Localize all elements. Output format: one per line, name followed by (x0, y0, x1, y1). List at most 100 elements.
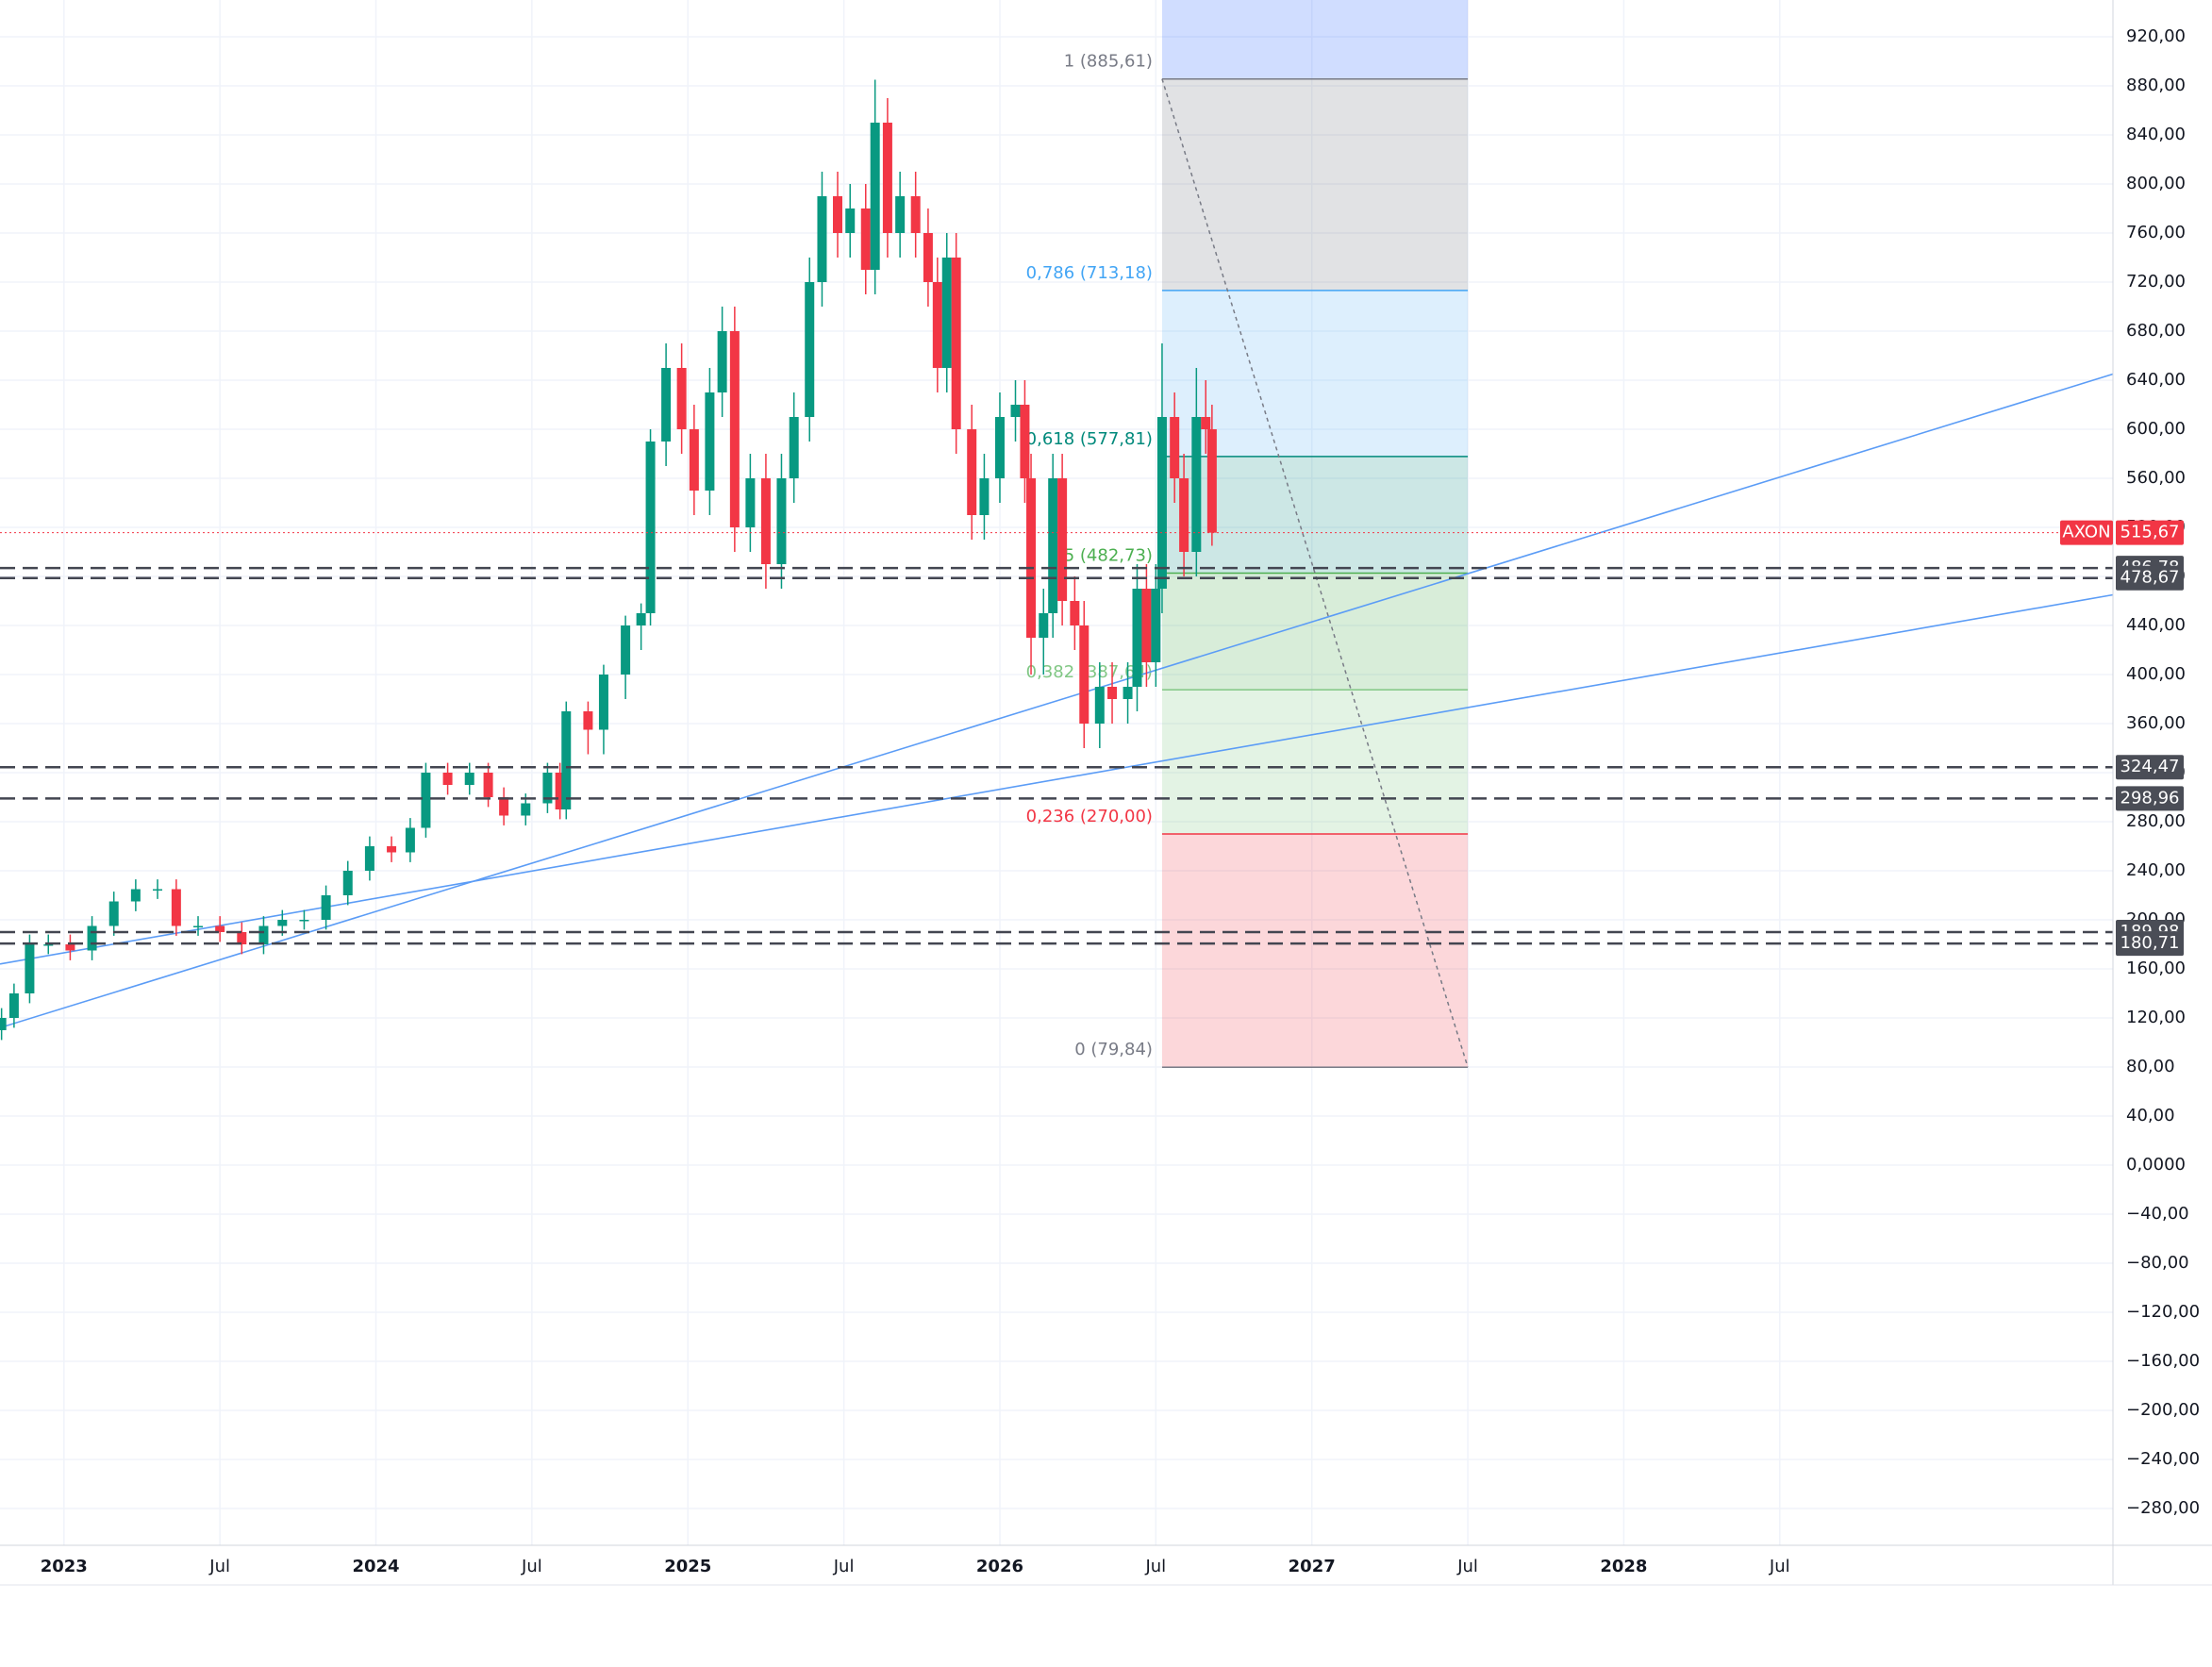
candle-body (621, 625, 631, 675)
fib-zone (1161, 0, 1469, 79)
price-label-box (2116, 755, 2184, 780)
candle-body (483, 773, 493, 797)
candle-body (499, 797, 509, 816)
candle-body (108, 901, 119, 926)
fib-label: 0,236 (270,00) (1026, 807, 1153, 826)
candle-body (464, 773, 474, 785)
candle-body (1107, 687, 1118, 699)
y-tick-label: 360,00 (2126, 713, 2186, 733)
y-tick-label: −200,00 (2126, 1400, 2200, 1420)
symbol-label: AXON (2062, 523, 2110, 542)
x-tick-label: Jul (208, 1557, 230, 1576)
candle-body (661, 368, 672, 442)
x-tick-label: 2023 (41, 1557, 88, 1576)
candle-body (387, 846, 397, 853)
candle-body (583, 711, 593, 730)
y-tick-label: 0,0000 (2126, 1155, 2186, 1175)
candle-body (967, 429, 977, 515)
y-tick-label: 840,00 (2126, 125, 2186, 144)
candle-body (87, 925, 97, 951)
candle-body (882, 123, 892, 233)
price-label: 180,71 (2121, 933, 2180, 953)
candle-body (923, 233, 933, 282)
candle-body (1191, 417, 1202, 552)
fib-label: 0,618 (577,81) (1026, 429, 1153, 449)
candle-body (636, 613, 646, 625)
y-tick-label: 800,00 (2126, 174, 2186, 193)
candle-body (521, 803, 531, 816)
candle-body (321, 895, 331, 920)
candle-body (215, 925, 225, 932)
y-tick-label: 80,00 (2126, 1057, 2175, 1076)
candle-body (1070, 601, 1080, 625)
candle-body (598, 675, 608, 730)
candle-body (1151, 589, 1161, 662)
trend-line (0, 373, 2114, 1029)
fib-zone (1161, 78, 1469, 291)
candle-body (542, 773, 553, 804)
x-tick-label: Jul (1144, 1557, 1166, 1576)
candle-body (1039, 613, 1049, 638)
y-tick-label: 880,00 (2126, 75, 2186, 95)
x-tick-label: 2025 (664, 1557, 711, 1576)
fib-label: 1 (885,61) (1064, 52, 1153, 72)
y-tick-label: −240,00 (2126, 1449, 2200, 1469)
candle-body (979, 478, 990, 515)
y-tick-label: −80,00 (2126, 1253, 2189, 1273)
fib-label: 0,786 (713,18) (1026, 263, 1153, 283)
candle-body (1123, 687, 1133, 699)
price-label: 298,96 (2121, 788, 2180, 808)
x-tick-label: Jul (1456, 1557, 1478, 1576)
candle-body (130, 889, 141, 902)
candle-body (237, 932, 247, 944)
fib-label: 0,382 (387,64) (1026, 662, 1153, 682)
y-tick-label: 640,00 (2126, 370, 2186, 390)
y-tick-label: 40,00 (2126, 1106, 2175, 1125)
y-tick-label: 600,00 (2126, 419, 2186, 439)
candle-body (941, 258, 952, 368)
price-label: 478,67 (2121, 568, 2180, 588)
candle-body (1094, 687, 1105, 724)
y-tick-label: 160,00 (2126, 959, 2186, 978)
candle-body (760, 478, 771, 564)
candle-body (951, 258, 961, 429)
candle-body (994, 417, 1005, 478)
fib-zone (1161, 290, 1469, 457)
candle-body (421, 773, 431, 828)
candle-body (555, 773, 565, 809)
x-tick-label: Jul (1769, 1557, 1790, 1576)
candle-body (845, 208, 856, 233)
y-tick-label: 680,00 (2126, 321, 2186, 341)
candle-body (689, 429, 699, 491)
candle-body (1170, 417, 1180, 478)
candle-body (832, 196, 842, 233)
candle-body (1010, 405, 1021, 417)
candle-body (1048, 478, 1058, 613)
candle-body (789, 417, 799, 478)
candle-body (805, 282, 815, 417)
last-price-box (2116, 520, 2184, 545)
candle-body (1079, 625, 1089, 724)
trend-line (0, 593, 2114, 965)
candle-body (1179, 478, 1189, 552)
fib-zone (1161, 573, 1469, 691)
candle-body (171, 889, 181, 926)
candle-body (0, 1018, 7, 1030)
candle-body (1156, 417, 1167, 589)
candle-body (1141, 589, 1152, 662)
y-tick-label: 240,00 (2126, 860, 2186, 880)
candle-body (745, 478, 756, 527)
y-tick-label: −120,00 (2126, 1302, 2200, 1322)
fib-label: 0 (79,84) (1074, 1040, 1153, 1059)
y-tick-label: 720,00 (2126, 272, 2186, 292)
y-tick-label: −160,00 (2126, 1351, 2200, 1371)
candle-body (342, 871, 353, 895)
last-price-label: 515,67 (2121, 523, 2180, 542)
fib-zone (1161, 834, 1469, 1068)
fib-trend (1161, 78, 1469, 1068)
symbol-box (2060, 520, 2113, 545)
candle-body (43, 944, 54, 946)
plot: 1 (885,61) 0,786 (713,18) 0,618 (577,81) 0,… (0, 0, 2114, 1068)
